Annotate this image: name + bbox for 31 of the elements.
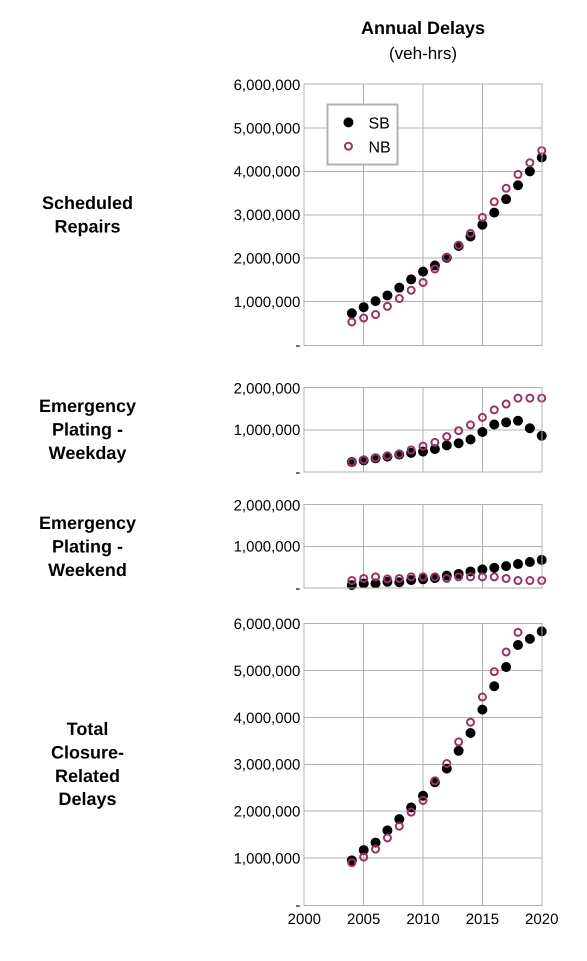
y-tick-label: 1,000,000 [234,538,300,556]
y-tick-label: 1,000,000 [234,850,300,868]
y-axis-title: Total Closure-Related Delays [51,719,124,810]
y-tick-label: 1,000,000 [234,294,300,311]
y-tick-label: - [295,464,300,481]
y-tick-label: 2,000,000 [234,497,300,514]
legend-label: SB [368,116,390,133]
chart-subtitle: (veh-hrs) [389,44,458,63]
y-tick-label: 4,000,000 [234,710,300,727]
y-tick-label: - [295,337,300,354]
y-tick-label: 2,000,000 [234,380,300,398]
y-tick-label: 1,000,000 [234,422,300,440]
x-tick-label: 2020 [525,910,558,928]
y-tick-label: 6,000,000 [234,616,300,634]
x-tick-label: 2010 [406,910,440,928]
y-tick-label: 2,000,000 [234,803,300,820]
chart-title: Annual Delays [361,18,486,38]
x-tick-label: 2005 [346,910,380,928]
y-axis-title: Emergency Plating - Weekend [39,513,136,580]
y-tick-label: 5,000,000 [234,662,300,680]
y-tick-label: 5,000,000 [234,120,300,138]
y-tick-label: - [295,580,300,597]
y-tick-label: 6,000,000 [234,76,300,94]
y-axis-title: Scheduled Repairs [42,193,134,236]
y-tick-label: 2,000,000 [234,250,300,268]
legend-label: NB [368,139,391,156]
y-tick-label: 3,000,000 [234,207,300,224]
y-tick-label: 3,000,000 [234,756,300,774]
y-axis-title: Emergency Plating - Weekday [39,396,136,463]
y-tick-label: 4,000,000 [234,164,300,181]
x-tick-label: 2015 [466,910,500,928]
